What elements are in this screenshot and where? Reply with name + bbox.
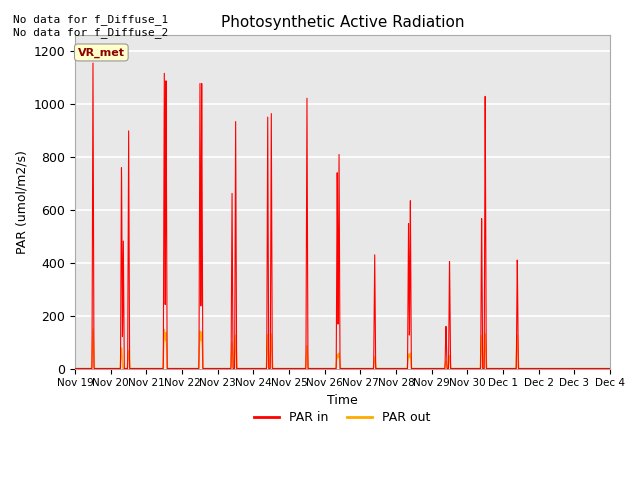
Y-axis label: PAR (umol/m2/s): PAR (umol/m2/s) bbox=[15, 150, 28, 254]
Legend: PAR in, PAR out: PAR in, PAR out bbox=[250, 406, 436, 429]
Text: VR_met: VR_met bbox=[78, 48, 125, 58]
X-axis label: Time: Time bbox=[327, 394, 358, 407]
Text: No data for f_Diffuse_1
No data for f_Diffuse_2: No data for f_Diffuse_1 No data for f_Di… bbox=[13, 14, 168, 38]
Title: Photosynthetic Active Radiation: Photosynthetic Active Radiation bbox=[221, 15, 465, 30]
